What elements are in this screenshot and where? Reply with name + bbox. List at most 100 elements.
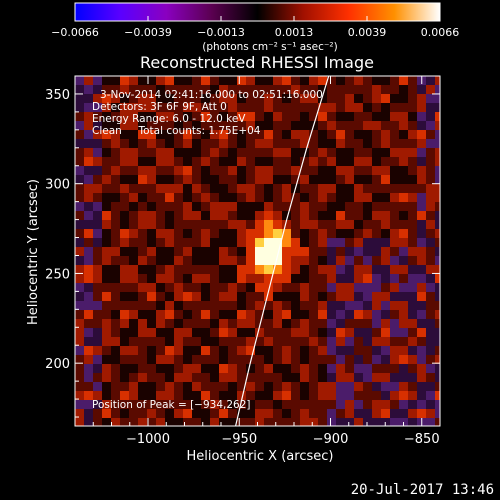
heatmap-cell [309, 328, 319, 338]
heatmap-cell [318, 319, 328, 329]
heatmap-cell [399, 292, 409, 302]
heatmap-cell [111, 148, 121, 158]
heatmap-cell [210, 229, 220, 239]
heatmap-cell [336, 274, 346, 284]
heatmap-cell [372, 373, 382, 383]
heatmap-cell [201, 409, 211, 419]
heatmap-cell [435, 382, 440, 392]
heatmap-cell [363, 319, 373, 329]
heatmap-cell [228, 148, 238, 158]
heatmap-cell [183, 184, 193, 194]
heatmap-cell [291, 373, 301, 383]
heatmap-cell [426, 364, 436, 374]
heatmap-cell [282, 148, 292, 158]
heatmap-cell [399, 265, 409, 275]
heatmap-cell [336, 148, 346, 158]
heatmap-cell [237, 274, 247, 284]
heatmap-cell [111, 319, 121, 329]
heatmap-cell [75, 247, 85, 257]
heatmap-cell [174, 337, 184, 347]
heatmap-cell [156, 301, 166, 311]
heatmap-cell [318, 121, 328, 131]
heatmap-cell [246, 283, 256, 293]
heatmap-cell [408, 355, 418, 365]
heatmap-cell [246, 121, 256, 131]
heatmap-cell [156, 229, 166, 239]
y-tick-label: 200 [45, 357, 70, 372]
heatmap-cell [210, 121, 220, 131]
heatmap-cell [435, 355, 440, 365]
heatmap-cell [174, 373, 184, 383]
heatmap-cell [228, 220, 238, 230]
heatmap-cell [282, 112, 292, 122]
heatmap-cell [408, 148, 418, 158]
heatmap-cell [372, 382, 382, 392]
heatmap-cell [282, 130, 292, 140]
heatmap-cell [345, 238, 355, 248]
heatmap-cell [282, 301, 292, 311]
heatmap-cell [372, 157, 382, 167]
heatmap-cell [363, 418, 373, 426]
heatmap-cell [84, 139, 94, 149]
heatmap-cell [309, 175, 319, 185]
heatmap-cell [426, 337, 436, 347]
heatmap-cell [300, 238, 310, 248]
heatmap-cell [327, 238, 337, 248]
heatmap-cell [345, 184, 355, 194]
heatmap-cell [273, 130, 283, 140]
heatmap-cell [120, 112, 130, 122]
heatmap-cell [246, 247, 256, 257]
heatmap-cell [201, 274, 211, 284]
heatmap-cell [93, 346, 103, 356]
heatmap-cell [156, 76, 166, 86]
heatmap-cell [372, 175, 382, 185]
heatmap-cell [201, 202, 211, 212]
heatmap-cell [192, 256, 202, 266]
heatmap-cell [363, 121, 373, 131]
heatmap-cell [75, 355, 85, 365]
heatmap-cell [192, 193, 202, 203]
heatmap-cell [435, 391, 440, 401]
heatmap-cell [183, 373, 193, 383]
heatmap-cell [318, 382, 328, 392]
heatmap-cell [156, 238, 166, 248]
heatmap-cell [192, 94, 202, 104]
heatmap-cell [300, 157, 310, 167]
heatmap-cell [426, 85, 436, 95]
heatmap-cell [192, 130, 202, 140]
heatmap-cell [183, 247, 193, 257]
heatmap-cell [390, 85, 400, 95]
heatmap-cell [111, 283, 121, 293]
heatmap-cell [111, 76, 121, 86]
heatmap-cell [129, 148, 139, 158]
heatmap-cell [354, 400, 364, 410]
heatmap-cell [102, 148, 112, 158]
heatmap-cell [291, 346, 301, 356]
heatmap-cell [156, 400, 166, 410]
heatmap-cell [309, 130, 319, 140]
heatmap-cell [255, 229, 265, 239]
heatmap-cell [372, 319, 382, 329]
heatmap-cell [354, 256, 364, 266]
heatmap-cell [102, 319, 112, 329]
heatmap-cell [336, 139, 346, 149]
heatmap-cell [219, 139, 229, 149]
heatmap-cell [219, 265, 229, 275]
heatmap-cell [102, 211, 112, 221]
heatmap-cell [183, 391, 193, 401]
heatmap-cell [282, 229, 292, 239]
heatmap-cell [237, 346, 247, 356]
heatmap-cell [381, 121, 391, 131]
heatmap-cell [390, 274, 400, 284]
heatmap-cell [399, 139, 409, 149]
heatmap-cell [435, 337, 440, 347]
heatmap-cell [399, 130, 409, 140]
heatmap-cell [426, 121, 436, 131]
heatmap-cell [192, 382, 202, 392]
heatmap-cell [309, 319, 319, 329]
heatmap-cell [399, 346, 409, 356]
heatmap-cell [129, 247, 139, 257]
heatmap-cell [192, 184, 202, 194]
heatmap-cell [210, 301, 220, 311]
colorbar-ticks: −0.0066 −0.0039 −0.0013 0.0013 0.0039 0.0066 [51, 16, 459, 39]
